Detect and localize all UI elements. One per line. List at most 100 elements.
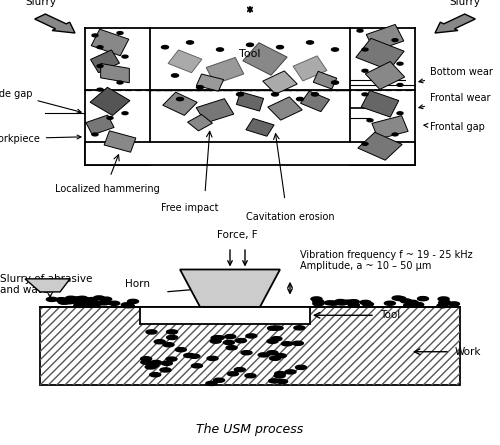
Circle shape xyxy=(292,341,304,345)
Circle shape xyxy=(81,298,92,302)
Circle shape xyxy=(274,374,285,378)
Circle shape xyxy=(392,133,398,136)
Circle shape xyxy=(98,301,110,305)
Polygon shape xyxy=(246,118,274,136)
Circle shape xyxy=(241,351,252,355)
Circle shape xyxy=(395,296,406,301)
Polygon shape xyxy=(196,74,224,91)
Polygon shape xyxy=(196,99,234,123)
Circle shape xyxy=(246,334,257,338)
Circle shape xyxy=(332,48,338,51)
Circle shape xyxy=(76,296,88,300)
Circle shape xyxy=(74,303,85,307)
Polygon shape xyxy=(293,56,327,81)
Polygon shape xyxy=(356,38,404,70)
Polygon shape xyxy=(90,87,130,116)
Circle shape xyxy=(192,364,202,368)
Bar xyxy=(85,89,150,165)
Circle shape xyxy=(226,346,237,350)
Circle shape xyxy=(384,301,396,305)
Circle shape xyxy=(150,360,162,364)
Circle shape xyxy=(122,112,128,115)
Circle shape xyxy=(267,351,278,355)
Circle shape xyxy=(342,300,353,304)
Circle shape xyxy=(258,353,269,357)
Polygon shape xyxy=(314,71,336,89)
Circle shape xyxy=(146,330,157,334)
Text: Workpiece: Workpiece xyxy=(0,134,81,143)
Circle shape xyxy=(362,48,368,51)
Circle shape xyxy=(64,299,74,304)
Circle shape xyxy=(207,356,218,360)
Circle shape xyxy=(236,339,246,343)
Circle shape xyxy=(267,339,278,344)
Polygon shape xyxy=(163,92,197,115)
Circle shape xyxy=(124,303,134,308)
Polygon shape xyxy=(168,50,202,73)
Circle shape xyxy=(228,372,238,376)
Circle shape xyxy=(294,326,305,330)
Polygon shape xyxy=(25,279,70,292)
Circle shape xyxy=(336,301,347,305)
Circle shape xyxy=(97,65,103,68)
Circle shape xyxy=(437,303,448,308)
Circle shape xyxy=(272,326,283,330)
Bar xyxy=(40,307,460,385)
Polygon shape xyxy=(100,64,130,83)
Circle shape xyxy=(270,356,280,360)
Text: Slurry: Slurry xyxy=(25,0,56,7)
Circle shape xyxy=(184,353,195,357)
Polygon shape xyxy=(243,43,287,75)
Circle shape xyxy=(392,39,398,41)
Circle shape xyxy=(438,301,450,305)
Polygon shape xyxy=(366,24,404,51)
Circle shape xyxy=(312,93,318,96)
Circle shape xyxy=(72,297,84,301)
Polygon shape xyxy=(366,61,405,89)
Circle shape xyxy=(128,299,138,303)
Circle shape xyxy=(276,380,287,384)
Circle shape xyxy=(276,45,283,49)
Circle shape xyxy=(397,62,403,65)
Circle shape xyxy=(148,363,159,368)
Circle shape xyxy=(275,372,286,376)
Text: Localized hammering: Localized hammering xyxy=(55,184,160,194)
Circle shape xyxy=(224,335,235,339)
Circle shape xyxy=(412,303,424,307)
Circle shape xyxy=(186,41,194,44)
Text: Side gap: Side gap xyxy=(0,89,81,113)
Circle shape xyxy=(166,336,177,340)
Circle shape xyxy=(100,297,112,301)
Circle shape xyxy=(348,299,359,304)
Polygon shape xyxy=(206,57,244,84)
Circle shape xyxy=(189,354,200,358)
Circle shape xyxy=(335,299,346,303)
Circle shape xyxy=(206,381,217,385)
Circle shape xyxy=(216,48,224,51)
Circle shape xyxy=(285,370,296,374)
Circle shape xyxy=(397,112,403,115)
Circle shape xyxy=(312,299,324,303)
Circle shape xyxy=(84,303,96,307)
Polygon shape xyxy=(300,91,330,112)
Text: Amplitude, a ~ 10 – 50 μm: Amplitude, a ~ 10 – 50 μm xyxy=(300,261,432,271)
Circle shape xyxy=(172,74,178,77)
Polygon shape xyxy=(86,115,114,135)
Circle shape xyxy=(97,46,103,49)
Circle shape xyxy=(46,297,58,301)
Circle shape xyxy=(100,300,110,304)
Circle shape xyxy=(362,69,368,72)
Text: Force, F: Force, F xyxy=(217,230,258,239)
Circle shape xyxy=(91,302,102,306)
Text: Tool: Tool xyxy=(240,49,261,59)
Circle shape xyxy=(94,296,104,300)
Circle shape xyxy=(213,336,224,340)
Circle shape xyxy=(108,301,120,305)
Polygon shape xyxy=(361,90,399,117)
Circle shape xyxy=(196,85,203,89)
Circle shape xyxy=(268,326,278,330)
Circle shape xyxy=(332,81,338,84)
Circle shape xyxy=(362,302,374,306)
Circle shape xyxy=(117,81,123,84)
Circle shape xyxy=(145,365,156,369)
